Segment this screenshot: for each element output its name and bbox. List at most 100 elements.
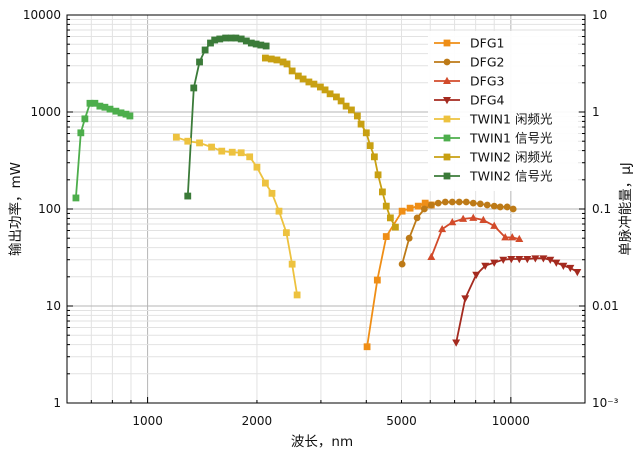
series-1-point-2 xyxy=(373,276,381,284)
series-line-3 xyxy=(430,216,520,258)
series-2-point-16 xyxy=(503,203,511,211)
series-7-point-20 xyxy=(362,129,370,137)
legend-label-4: DFG4 xyxy=(470,93,505,108)
series-8-point-6 xyxy=(211,36,219,44)
series-7-point-6 xyxy=(288,67,296,75)
series-7-point-16 xyxy=(342,102,350,110)
series-1-point-3 xyxy=(382,233,390,240)
series-6-point-8 xyxy=(106,105,114,113)
legend-entry-8: TWIN2 信号光 xyxy=(434,169,552,184)
series-3-point-5 xyxy=(469,213,478,221)
series-6-point-12 xyxy=(126,112,134,120)
series-1-point-7 xyxy=(421,199,429,207)
series-8-point-3 xyxy=(196,58,203,66)
series-7-point-23 xyxy=(374,171,382,179)
series-2-point-5 xyxy=(427,201,435,209)
series-7-point-1 xyxy=(261,54,269,62)
legend-entry-1: DFG1 xyxy=(434,36,504,51)
series-8-point-5 xyxy=(207,39,214,47)
series-5-point-10 xyxy=(261,179,269,187)
y2-tick-labels: 10⁻³ 0.01 0.1 1 10 xyxy=(592,8,619,410)
legend-label-5: TWIN1 闲频光 xyxy=(469,112,552,127)
legend-marker-5 xyxy=(443,115,451,123)
series-7-point-17 xyxy=(348,106,355,114)
y-tick-label-1000: 1000 xyxy=(30,105,61,119)
legend-entry-7: TWIN2 闲频光 xyxy=(434,150,552,165)
series-3-point-6 xyxy=(479,215,488,224)
series-5-point-11 xyxy=(268,189,276,197)
legend-marker-7 xyxy=(443,153,451,161)
series-6-point-7 xyxy=(101,103,109,111)
series-2-point-7 xyxy=(441,198,449,206)
series-6-point-9 xyxy=(112,107,120,115)
legend-marker-2 xyxy=(443,58,451,66)
series-2-point-6 xyxy=(434,199,442,207)
legend-entry-6: TWIN1 信号光 xyxy=(434,131,552,146)
series-2-point-1 xyxy=(398,260,406,268)
series-4-point-5 xyxy=(490,259,499,267)
y2-tick-label-0.1: 0.1 xyxy=(592,202,611,216)
legend-background xyxy=(428,31,578,191)
series-7-point-27 xyxy=(391,223,399,231)
series-2-point-15 xyxy=(496,203,504,211)
series-7-point-21 xyxy=(366,142,374,150)
series-7-point-24 xyxy=(379,188,386,196)
series-8-point-9 xyxy=(227,34,235,42)
series-1-point-5 xyxy=(406,204,414,212)
series-7-point-3 xyxy=(273,56,281,64)
series-5-point-2 xyxy=(184,137,192,145)
series-1-point-4 xyxy=(398,207,406,215)
series-7-point-9 xyxy=(305,78,313,86)
legend-label-2: DFG2 xyxy=(470,55,504,70)
series-5-point-8 xyxy=(246,153,254,161)
legend-entry-5: TWIN1 闲频光 xyxy=(434,112,552,127)
series-3-point-8 xyxy=(501,233,510,241)
series-7-point-25 xyxy=(382,202,390,210)
series-8-point-7 xyxy=(216,35,224,43)
series-3-point-1 xyxy=(427,252,436,261)
series-1-point-6 xyxy=(414,202,422,210)
series-2-point-8 xyxy=(448,198,456,206)
legend-label-7: TWIN2 闲频光 xyxy=(469,150,552,165)
series-line-4 xyxy=(455,257,578,343)
x-tick-label-1000: 1000 xyxy=(132,414,163,428)
series-6-point-6 xyxy=(96,102,104,110)
series-1-point-1 xyxy=(363,343,371,351)
series-2-point-11 xyxy=(469,199,477,207)
series-8-point-4 xyxy=(201,46,209,54)
legend-marker-4 xyxy=(443,97,451,105)
x-tick-labels: 1000 2000 5000 10000 xyxy=(132,414,530,428)
series-2-point-10 xyxy=(462,198,470,206)
y-tick-label-1: 1 xyxy=(53,396,61,410)
series-8-point-10 xyxy=(232,34,240,42)
series-4-point-11 xyxy=(539,255,548,263)
y2-axis-title: 单脉冲能量，μJ xyxy=(618,162,634,256)
series-8-point-1 xyxy=(184,192,192,200)
series-3-point-2 xyxy=(438,224,447,233)
series-6-point-5 xyxy=(91,99,99,107)
series-6-point-3 xyxy=(81,115,89,123)
series-markers xyxy=(72,34,582,351)
series-2-point-3 xyxy=(413,214,421,222)
series-8-point-2 xyxy=(190,84,198,92)
series-7-point-4 xyxy=(279,58,287,66)
series-2-point-12 xyxy=(476,200,484,208)
plot-frame xyxy=(66,14,586,404)
series-4-point-2 xyxy=(461,295,470,303)
series-5-point-1 xyxy=(172,133,180,141)
series-4-point-12 xyxy=(546,256,555,264)
series-2-point-2 xyxy=(405,234,413,242)
series-7-point-19 xyxy=(357,120,365,128)
series-3-point-4 xyxy=(459,214,468,222)
series-4-point-1 xyxy=(452,339,461,347)
x-axis-title: 波长，nm xyxy=(291,434,353,450)
series-7-point-12 xyxy=(321,86,329,94)
series-3-point-7 xyxy=(490,221,499,229)
series-2-point-4 xyxy=(420,205,428,213)
legend-entry-3: DFG3 xyxy=(434,74,504,89)
series-8-point-8 xyxy=(222,34,230,42)
y2-tick-label-0.01: 0.01 xyxy=(592,299,619,313)
series-5-point-14 xyxy=(288,260,296,268)
series-5-point-4 xyxy=(208,143,215,151)
y-tick-label-100: 100 xyxy=(38,202,61,216)
